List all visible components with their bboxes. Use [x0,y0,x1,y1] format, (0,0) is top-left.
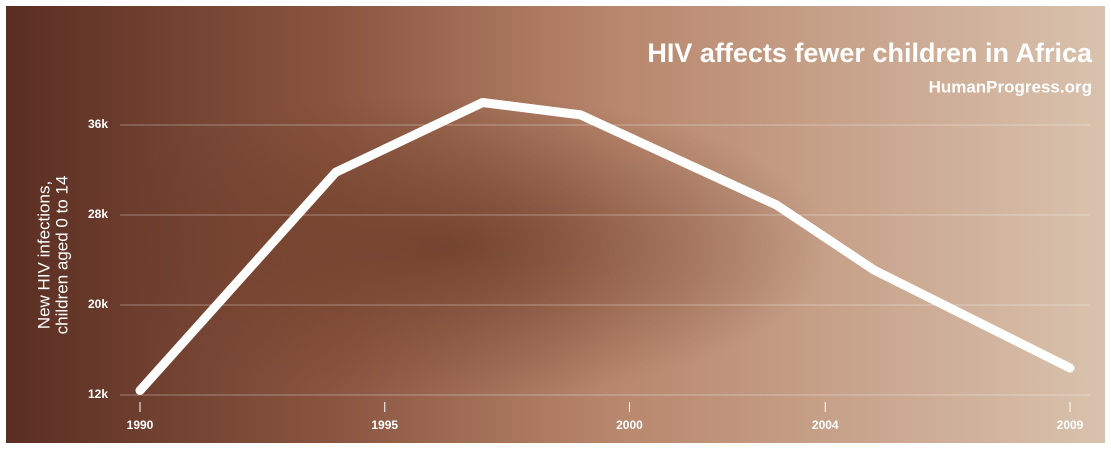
x-tick-label: 2004 [812,418,839,432]
y-tick-label: 20k [88,297,108,311]
data-line [135,98,1075,395]
y-tick-label: 28k [88,207,108,221]
y-axis-title: children aged 0 to 14 [52,176,71,335]
background-shade [6,6,1105,443]
x-tick-label: 1990 [127,418,154,432]
y-axis-title: New HIV infections, [34,181,53,329]
chart-subtitle: HumanProgress.org [929,77,1092,96]
x-tick-label: 2000 [616,418,643,432]
y-tick-label: 36k [88,117,108,131]
y-tick-label: 12k [88,387,108,401]
x-tick-label: 1995 [371,418,398,432]
x-tick-label: 2009 [1057,418,1084,432]
chart-title: HIV affects fewer children in Africa [647,38,1093,68]
